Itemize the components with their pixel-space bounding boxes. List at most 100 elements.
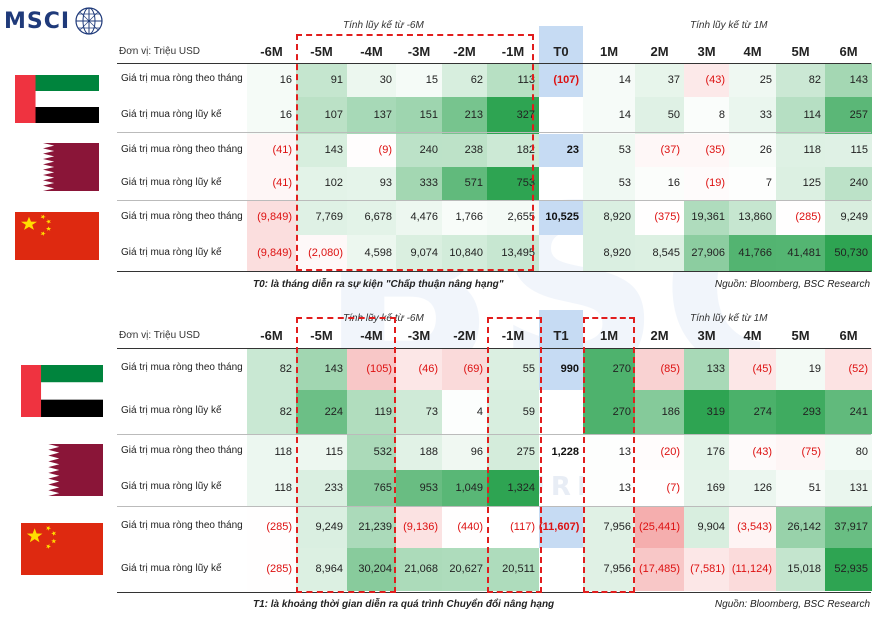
column-header-4m: 4M	[743, 44, 762, 59]
table-cell: (45)	[729, 348, 776, 390]
event-column-highlight	[539, 26, 583, 97]
column-header-minus-2m: -2M	[453, 44, 476, 59]
table-cell: 13,860	[729, 200, 776, 235]
table-cell: 8,920	[583, 235, 635, 272]
table-cell: 4	[442, 390, 487, 434]
table-cell: 233	[296, 470, 347, 506]
table-cell: 8,920	[583, 200, 635, 235]
table-cell: (2,080)	[296, 235, 347, 272]
table-cell: 7,956	[583, 506, 635, 548]
table-cell: 257	[825, 97, 872, 134]
table-cell: 532	[347, 434, 396, 470]
table-divider	[117, 63, 871, 64]
table-cell: (85)	[635, 348, 684, 390]
table-cell: 115	[296, 434, 347, 470]
table-cell: 7,769	[296, 200, 347, 235]
column-header-2m: 2M	[650, 44, 669, 59]
row-label: Giá trị mua ròng lũy kế	[121, 108, 222, 120]
country-flag	[15, 143, 99, 196]
table-cell: (7,581)	[684, 548, 729, 591]
column-header-3m: 3M	[697, 44, 716, 59]
table-cell: (9)	[347, 134, 396, 167]
table-cell: 82	[247, 348, 296, 390]
table-cell: (37)	[635, 134, 684, 167]
table-cell: 19,361	[684, 200, 729, 235]
table-cell: 15,018	[776, 548, 825, 591]
unit-label: Đơn vị: Triệu USD	[119, 46, 201, 57]
table-cell: (117)	[487, 506, 539, 548]
table-cell: (75)	[776, 434, 825, 470]
table-cell: 41,481	[776, 235, 825, 272]
column-header-1m: 1M	[599, 44, 619, 59]
table-cell: 10,840	[442, 235, 487, 272]
column-header-2m: 2M	[650, 328, 669, 343]
table-cell: (43)	[684, 63, 729, 97]
china-flag-icon	[15, 212, 99, 260]
table-cell: 59	[487, 390, 539, 434]
table-cell: (105)	[347, 348, 396, 390]
table-cell: 327	[487, 97, 539, 134]
table-cell: 118	[776, 134, 825, 167]
footnote: T1: là khoảng thời gian diễn ra quá trìn…	[253, 599, 555, 610]
column-header-minus-5m: -5M	[310, 328, 333, 343]
table-divider	[117, 434, 871, 435]
table-cell: 53	[583, 167, 635, 200]
logo-text: MSCI	[4, 8, 71, 34]
msci-logo: MSCI	[4, 6, 104, 36]
table-cell: 102	[296, 167, 347, 200]
table-cell: 275	[487, 434, 539, 470]
table-cell: (46)	[396, 348, 442, 390]
unit-label: Đơn vị: Triệu USD	[119, 330, 201, 341]
table-cell: 126	[729, 470, 776, 506]
table-cell: 143	[296, 348, 347, 390]
table-cell: 1,766	[442, 200, 487, 235]
table-cell: 10,525	[545, 211, 579, 223]
table-cell: 96	[442, 434, 487, 470]
table-cell: 52,935	[825, 548, 872, 591]
table-cell: 270	[583, 348, 635, 390]
table-cell: 131	[825, 470, 872, 506]
table-cell: (43)	[729, 434, 776, 470]
table-cell: 953	[396, 470, 442, 506]
column-header-minus-1m: -1M	[501, 44, 525, 59]
table-divider	[117, 506, 871, 507]
row-label: Giá trị mua ròng theo tháng	[121, 210, 243, 222]
table-cell: 113	[487, 63, 539, 97]
table-divider	[117, 200, 871, 201]
uae-flag-icon	[15, 74, 99, 123]
table-cell: 30	[347, 63, 396, 97]
right-group-label: Tính lũy kế từ 1M	[690, 313, 768, 324]
globe-grid-icon	[75, 7, 103, 35]
column-header-minus-2m: -2M	[453, 328, 476, 343]
table-cell: 238	[442, 134, 487, 167]
table-cell: 114	[776, 97, 825, 134]
uae-flag-icon	[21, 365, 103, 417]
table-cell: 115	[825, 134, 872, 167]
table-cell: 19	[776, 348, 825, 390]
table-cell: 125	[776, 167, 825, 200]
table-cell: 4,598	[347, 235, 396, 272]
footnote: T0: là tháng diễn ra sự kiện "Chấp thuận…	[253, 279, 504, 290]
row-label: Giá trị mua ròng lũy kế	[121, 176, 222, 188]
table-cell	[539, 97, 583, 134]
source-note: Nguồn: Bloomberg, BSC Research	[714, 599, 870, 610]
row-label: Giá trị mua ròng theo tháng	[121, 520, 243, 531]
table-cell: 13	[583, 434, 635, 470]
table-divider	[117, 271, 871, 272]
table-cell: 137	[347, 97, 396, 134]
event-column-highlight	[539, 134, 583, 167]
column-header-5m: 5M	[791, 328, 810, 343]
qatar-flag-icon	[15, 143, 99, 191]
table-cell: (375)	[635, 200, 684, 235]
table-cell: (9,849)	[247, 235, 296, 272]
country-flag	[15, 212, 99, 265]
event-column-highlight	[539, 200, 583, 235]
row-label: Giá trị mua ròng theo tháng	[121, 362, 243, 373]
table-cell: 274	[729, 390, 776, 434]
table-cell: (69)	[442, 348, 487, 390]
row-label: Giá trị mua ròng lũy kế	[121, 246, 222, 258]
row-label: Giá trị mua ròng lũy kế	[121, 405, 222, 416]
column-header-minus-1m: -1M	[501, 328, 525, 343]
table-cell: 27,906	[684, 235, 729, 272]
table-cell: 118	[247, 470, 296, 506]
